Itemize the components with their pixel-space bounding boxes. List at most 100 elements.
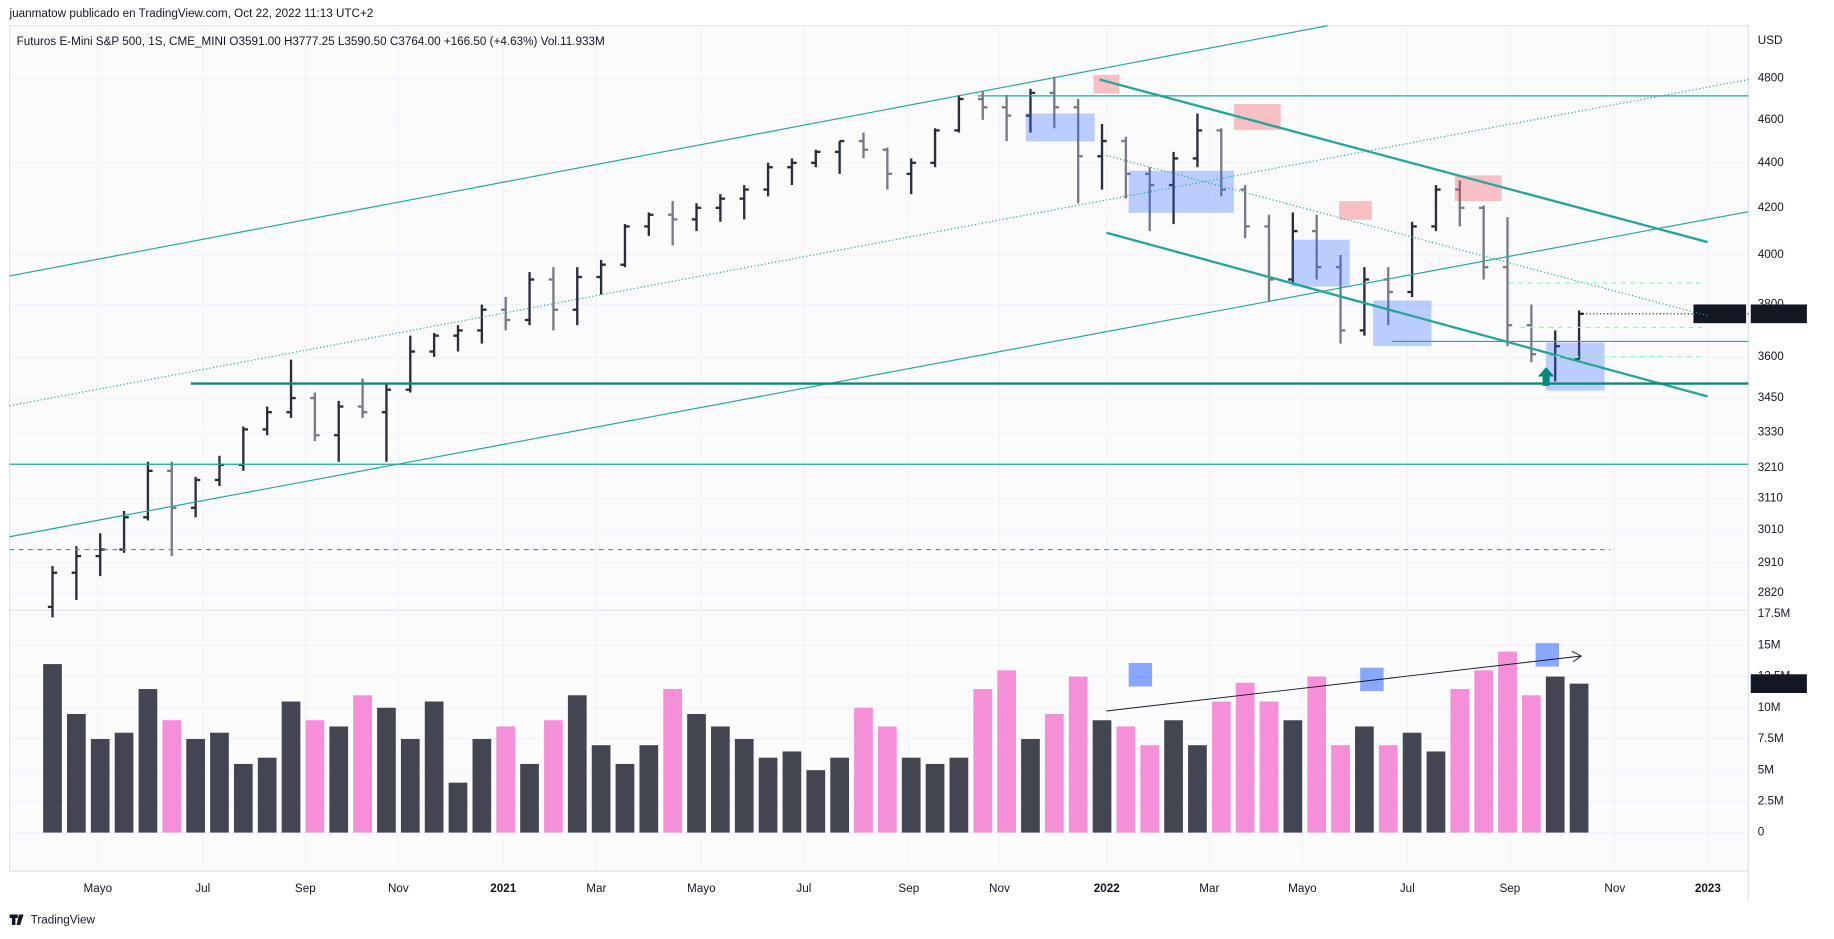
volume-bar (305, 720, 325, 833)
volume-bar (496, 726, 516, 833)
volume-bar (1355, 726, 1374, 833)
x-tick-label: Sep (295, 882, 316, 895)
y-tick-label: 4000 (1758, 248, 1785, 261)
volume-bar (1378, 745, 1398, 833)
x-tick-label: 2023 (1695, 882, 1722, 895)
volume-bar (687, 714, 706, 833)
volume-bar (1498, 651, 1517, 833)
trend-line (9, 78, 1749, 407)
volume-bar (1426, 751, 1446, 833)
volume-bar (997, 670, 1016, 833)
volume-bar (233, 763, 253, 833)
volume-bar (973, 689, 993, 833)
supply-zone (1454, 175, 1502, 202)
price-tag-bg (1750, 304, 1807, 324)
demand-zone (1291, 239, 1350, 287)
x-tick-label: Mayo (84, 882, 113, 895)
y-tick-label: 0 (1758, 826, 1765, 839)
volume-bar (1116, 726, 1136, 833)
y-tick-label: 4200 (1758, 201, 1785, 214)
volume-bar (758, 757, 778, 833)
trend-line (1099, 78, 1708, 244)
volume-bar (67, 714, 86, 833)
volume-bar (1307, 676, 1327, 833)
volume-bar (257, 757, 277, 833)
y-tick-label: 17.5M (1758, 607, 1790, 620)
chart-legend: Futuros E-Mini S&P 500, 1S, CME_MINI O35… (17, 35, 605, 48)
volume-bar (1140, 745, 1160, 833)
volume-bar (639, 745, 659, 833)
volume-bar (138, 689, 158, 833)
volume-bar (1092, 720, 1112, 833)
volume-bar (1044, 714, 1064, 833)
x-tick-label: Nov (1604, 882, 1625, 895)
volume-bar (162, 720, 182, 833)
volume-bar (329, 726, 349, 833)
volume-bar (806, 770, 826, 833)
y-tick-label: 2910 (1758, 556, 1785, 569)
volume-bar (615, 763, 635, 833)
volume-bar (1188, 745, 1207, 833)
x-tick-label: Sep (1499, 882, 1520, 895)
volume-bar (424, 701, 444, 833)
x-tick-label: 2022 (1094, 882, 1121, 895)
volume-tag-bg (1750, 674, 1807, 693)
volume-bar (782, 751, 802, 833)
volume-bar (663, 689, 683, 833)
volume-bar (949, 757, 969, 833)
volume-bar (1211, 701, 1231, 833)
volume-bar (1450, 689, 1470, 833)
volume-bar (1021, 738, 1040, 833)
volume-bar (1235, 682, 1255, 833)
volume-trend (1106, 650, 1583, 712)
volume-bar (281, 701, 301, 833)
volume-bar (1545, 676, 1565, 833)
volume-bar (1259, 701, 1279, 833)
y-tick-label: 3010 (1758, 523, 1785, 536)
y-tick-label: 4800 (1758, 72, 1785, 85)
volume-bar (1522, 695, 1541, 833)
y-tick-label: 5M (1758, 763, 1774, 776)
demand-zone (1128, 170, 1234, 213)
volume-bar (400, 738, 420, 833)
volume-bar (210, 732, 229, 833)
y-tick-label: 10M (1758, 701, 1781, 714)
x-tick-label: Mar (1199, 882, 1219, 895)
volume-bar (734, 738, 754, 833)
x-tick-label: Jul (1400, 882, 1415, 895)
volume-highlight (1535, 643, 1559, 667)
trend-line (9, 25, 1328, 277)
volume-bar (353, 695, 372, 833)
volume-bar (925, 763, 945, 833)
volume-bar (711, 726, 730, 833)
y-tick-label: 4400 (1758, 156, 1785, 169)
volume-bar (90, 738, 110, 833)
x-tick-label: 2021 (490, 882, 517, 895)
marks (43, 76, 1589, 833)
volume-highlight (1360, 667, 1384, 692)
volume-highlight (1128, 663, 1153, 687)
volume-bar (520, 763, 539, 833)
y-tick-label: 7.5M (1758, 732, 1784, 745)
y-tick-label: 15M (1758, 638, 1781, 651)
y-tick-label: 3450 (1758, 391, 1785, 404)
volume-bar (877, 726, 897, 833)
y-tick-label: 3600 (1758, 350, 1785, 363)
volume-bar (1402, 732, 1422, 833)
y-tick-label: 2.5M (1758, 794, 1784, 807)
arrow-up (1537, 367, 1555, 386)
volume-bar (472, 738, 492, 833)
demand-zone (1025, 113, 1095, 142)
volume-bar (43, 664, 62, 833)
axis-unit: USD (1758, 34, 1783, 47)
symbol-tag-bg (1693, 304, 1747, 324)
x-tick-label: Mar (586, 882, 606, 895)
x-tick-label: Mayo (687, 882, 716, 895)
volume-bar (854, 707, 873, 833)
volume-trend-line (1106, 655, 1582, 712)
drawings (9, 25, 1749, 692)
y-tick-label: 3330 (1758, 425, 1785, 438)
x-tick-label: Nov (388, 882, 409, 895)
volume-bar (1569, 683, 1589, 833)
